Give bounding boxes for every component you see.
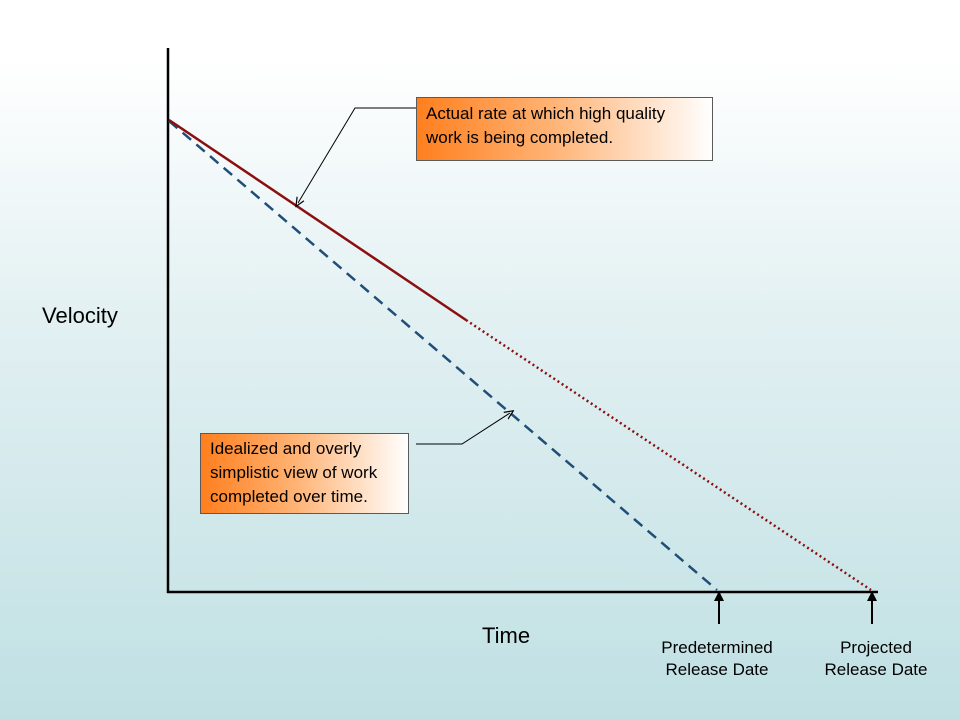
- projected-release-date-label: Projected Release Date: [796, 637, 956, 681]
- projected-label-text: Projected Release Date: [824, 638, 928, 679]
- actual-callout-leader: [298, 107, 416, 203]
- predetermined-release-date-label: Predetermined Release Date: [637, 637, 797, 681]
- actual-line: [168, 118, 467, 322]
- projected-line: [465, 318, 872, 592]
- time-axis-label: Time: [482, 623, 531, 648]
- ideal-callout-leader: [416, 413, 510, 445]
- predetermined-label-text: Predetermined Release Date: [661, 638, 773, 679]
- velocity-axis-label: Velocity: [42, 303, 118, 328]
- actual-rate-callout: Actual rate at which high quality work i…: [416, 97, 713, 161]
- idealized-line: [168, 120, 718, 591]
- idealized-view-callout: Idealized and overly simplistic view of …: [200, 433, 409, 514]
